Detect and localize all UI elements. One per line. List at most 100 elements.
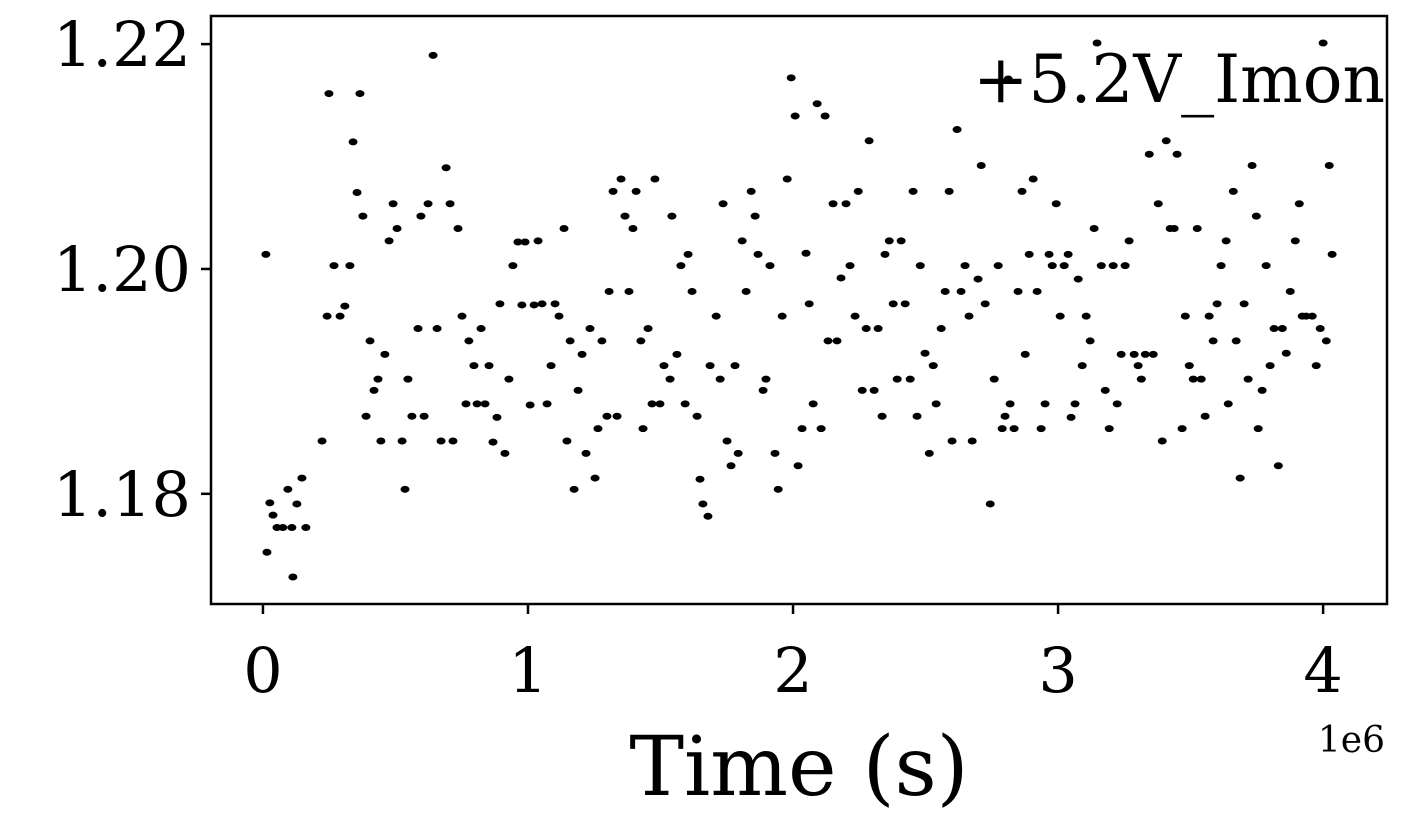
data-point <box>397 437 407 445</box>
data-point <box>631 187 641 195</box>
data-point <box>472 400 482 408</box>
data-point <box>1096 262 1106 270</box>
data-point <box>777 312 787 320</box>
data-point <box>1148 350 1158 358</box>
data-point <box>1000 412 1010 420</box>
data-point <box>1235 474 1245 482</box>
data-point <box>1116 350 1126 358</box>
annotation: +5.2V_Imon <box>973 41 1385 118</box>
data-point <box>550 300 560 308</box>
data-point <box>476 325 486 333</box>
data-point <box>884 237 894 245</box>
data-point <box>973 275 983 283</box>
data-point <box>692 412 702 420</box>
data-point <box>1051 200 1061 208</box>
data-point <box>283 485 293 493</box>
data-point <box>1169 224 1179 232</box>
data-point <box>952 126 962 134</box>
data-point <box>823 337 833 345</box>
data-point <box>828 200 838 208</box>
y-tick-label: 1.18 <box>53 458 191 531</box>
data-point <box>1028 175 1038 183</box>
data-point <box>1032 287 1042 295</box>
data-point <box>638 425 648 433</box>
data-point <box>590 474 600 482</box>
data-point <box>1200 412 1210 420</box>
data-point <box>525 401 535 409</box>
data-point <box>533 237 543 245</box>
data-point <box>722 437 732 445</box>
data-point <box>436 437 446 445</box>
data-point <box>960 262 970 270</box>
data-point <box>665 375 675 383</box>
data-point <box>841 200 851 208</box>
data-point <box>770 449 780 457</box>
data-point <box>850 312 860 320</box>
data-point <box>469 362 479 370</box>
data-point <box>376 437 386 445</box>
data-point <box>1112 400 1122 408</box>
data-point <box>423 200 433 208</box>
data-point <box>726 462 736 470</box>
data-point <box>1059 262 1069 270</box>
data-point <box>1129 350 1139 358</box>
data-point <box>441 164 451 172</box>
data-point <box>816 425 826 433</box>
y-tick-label: 1.20 <box>53 233 191 306</box>
data-point <box>1204 312 1214 320</box>
data-point <box>915 262 925 270</box>
data-point <box>993 262 1003 270</box>
data-point <box>335 312 345 320</box>
data-point <box>908 187 918 195</box>
data-point <box>1063 250 1073 258</box>
data-point <box>1184 362 1194 370</box>
data-point <box>1228 187 1238 195</box>
data-point <box>1257 386 1267 394</box>
data-point <box>624 287 634 295</box>
data-point <box>324 90 334 98</box>
data-point <box>602 412 612 420</box>
data-point <box>900 300 910 308</box>
data-point <box>373 375 383 383</box>
data-point <box>773 485 783 493</box>
data-point <box>980 300 990 308</box>
data-point <box>428 51 438 59</box>
data-point <box>365 337 375 345</box>
data-point <box>741 287 751 295</box>
data-point <box>581 449 591 457</box>
data-point <box>703 512 713 520</box>
data-point <box>758 386 768 394</box>
data-point <box>647 400 657 408</box>
data-point <box>782 175 792 183</box>
data-point <box>1081 312 1091 320</box>
data-point <box>416 212 426 220</box>
data-point <box>1055 312 1065 320</box>
data-point <box>786 74 796 82</box>
data-point <box>1153 200 1163 208</box>
data-point <box>905 375 915 383</box>
data-point <box>457 312 467 320</box>
data-point <box>1161 137 1171 145</box>
data-point <box>520 238 530 246</box>
data-point <box>488 438 498 446</box>
data-point <box>504 375 514 383</box>
data-point <box>912 412 922 420</box>
data-point <box>612 412 622 420</box>
data-point <box>936 325 946 333</box>
data-point <box>1208 337 1218 345</box>
data-point <box>529 301 539 309</box>
data-point <box>297 474 307 482</box>
data-point <box>1247 162 1257 170</box>
data-point <box>445 200 455 208</box>
data-point <box>861 325 871 333</box>
data-point <box>1188 375 1198 383</box>
data-point <box>931 400 941 408</box>
data-point <box>864 137 874 145</box>
data-point <box>573 386 583 394</box>
data-point <box>585 325 595 333</box>
data-point <box>920 349 930 357</box>
plot-area <box>261 39 1337 581</box>
data-point <box>1321 337 1331 345</box>
data-point <box>1180 312 1190 320</box>
